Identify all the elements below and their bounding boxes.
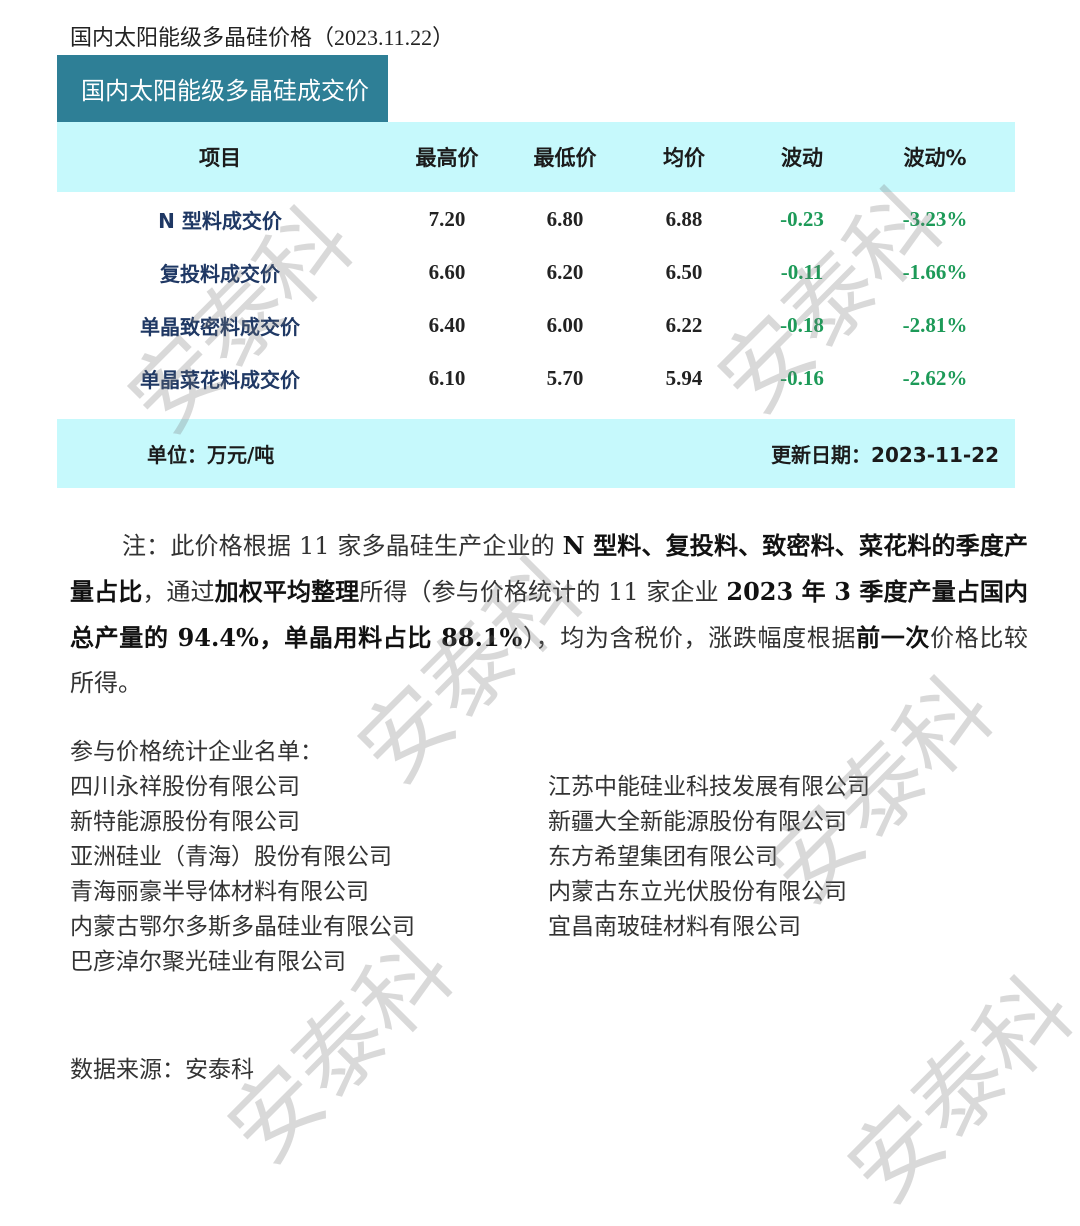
avg-price: 6.50 xyxy=(665,260,703,284)
company-item: 江苏中能硅业科技发展有限公司 xyxy=(548,774,870,800)
change-pct: -1.66% xyxy=(902,260,968,284)
change: -0.18 xyxy=(780,313,824,337)
column-header-item: 项目 xyxy=(199,146,241,170)
change-pct: -2.62% xyxy=(902,366,968,390)
table-header-row: 项目 最高价 最低价 均价 波动 波动% xyxy=(57,122,1015,192)
company-item: 宜昌南玻硅材料有限公司 xyxy=(548,914,801,940)
table-row: 单晶致密料成交价 6.40 6.00 6.22 -0.18 -2.81% xyxy=(57,299,1015,352)
table-row: N 型料成交价 7.20 6.80 6.88 -0.23 -3.23% xyxy=(57,193,1015,246)
note-segment: ，通过 xyxy=(142,578,215,606)
company-item: 青海丽豪半导体材料有限公司 xyxy=(70,879,369,905)
document-title: 国内太阳能级多晶硅价格（2023.11.22） xyxy=(70,25,455,50)
low-price: 6.20 xyxy=(546,260,584,284)
note-segment: 所得（参与价格统计的 11 家企业 xyxy=(359,578,727,606)
company-item: 内蒙古鄂尔多斯多晶硅业有限公司 xyxy=(70,914,415,940)
price-table: 项目 最高价 最低价 均价 波动 波动% N 型料成交价 7.20 6.80 6.88… xyxy=(57,122,1015,488)
change: -0.23 xyxy=(780,207,824,231)
note-segment: ），均为含税价，涨跌幅度根据 xyxy=(522,624,857,652)
change: -0.11 xyxy=(780,260,824,284)
company-item: 新特能源股份有限公司 xyxy=(70,809,300,835)
column-header-avg: 均价 xyxy=(663,146,705,170)
avg-price: 6.88 xyxy=(665,207,703,231)
low-price: 6.80 xyxy=(546,207,584,231)
change-pct: -2.81% xyxy=(902,313,968,337)
company-item: 亚洲硅业（青海）股份有限公司 xyxy=(70,844,392,870)
note-segment: 注：此价格根据 11 家多晶硅生产企业的 xyxy=(122,532,563,560)
item-name: 复投料成交价 xyxy=(160,262,280,286)
high-price: 7.20 xyxy=(428,207,466,231)
item-name: N 型料成交价 xyxy=(158,209,282,233)
watermark: 安泰科 xyxy=(828,958,1080,1224)
company-item: 四川永祥股份有限公司 xyxy=(70,774,300,800)
high-price: 6.40 xyxy=(428,313,466,337)
note-bold-segment: N 型料、复投料、致密料、菜花料的季度产量占比 xyxy=(70,531,1028,606)
item-name: 单晶致密料成交价 xyxy=(140,315,300,339)
note-bold-segment: 2023 年 3 季度产量占国内总产量的 94.4%，单晶用料占比 88.1% xyxy=(70,577,1029,652)
table-footer: 单位：万元/吨 更新日期：2023-11-22 xyxy=(57,419,1015,488)
note-bold-segment: 加权平均整理 xyxy=(214,577,360,606)
note-segment: 价格比较所得。 xyxy=(70,624,1029,697)
companies-header: 参与价格统计企业名单： xyxy=(70,739,323,764)
company-item: 东方希望集团有限公司 xyxy=(548,844,778,870)
column-header-change: 波动 xyxy=(781,146,823,170)
company-item: 新疆大全新能源股份有限公司 xyxy=(548,809,847,835)
change-pct: -3.23% xyxy=(902,207,968,231)
column-header-change-pct: 波动% xyxy=(903,146,967,170)
table-title-bar: 国内太阳能级多晶硅成交价 xyxy=(57,55,388,122)
column-header-high: 最高价 xyxy=(415,146,479,170)
avg-price: 6.22 xyxy=(665,313,703,337)
table-row: 单晶菜花料成交价 6.10 5.70 5.94 -0.16 -2.62% xyxy=(57,352,1015,405)
high-price: 6.60 xyxy=(428,260,466,284)
unit-label: 单位：万元/吨 xyxy=(147,443,275,467)
low-price: 6.00 xyxy=(546,313,584,337)
column-header-low: 最低价 xyxy=(533,146,597,170)
company-item: 巴彦淖尔聚光硅业有限公司 xyxy=(70,949,346,975)
data-source: 数据来源：安泰科 xyxy=(70,1057,254,1083)
change: -0.16 xyxy=(780,366,824,390)
note-paragraph: 注：此价格根据 11 家多晶硅生产企业的 N 型料、复投料、致密料、菜花料的季度… xyxy=(70,523,1028,706)
update-date: 更新日期：2023-11-22 xyxy=(771,443,999,467)
item-name: 单晶菜花料成交价 xyxy=(140,368,300,392)
note-bold-segment: 前一次 xyxy=(856,623,931,652)
high-price: 6.10 xyxy=(428,366,466,390)
table-row: 复投料成交价 6.60 6.20 6.50 -0.11 -1.66% xyxy=(57,246,1015,299)
avg-price: 5.94 xyxy=(665,366,703,390)
low-price: 5.70 xyxy=(546,366,584,390)
company-item: 内蒙古东立光伏股份有限公司 xyxy=(548,879,847,905)
